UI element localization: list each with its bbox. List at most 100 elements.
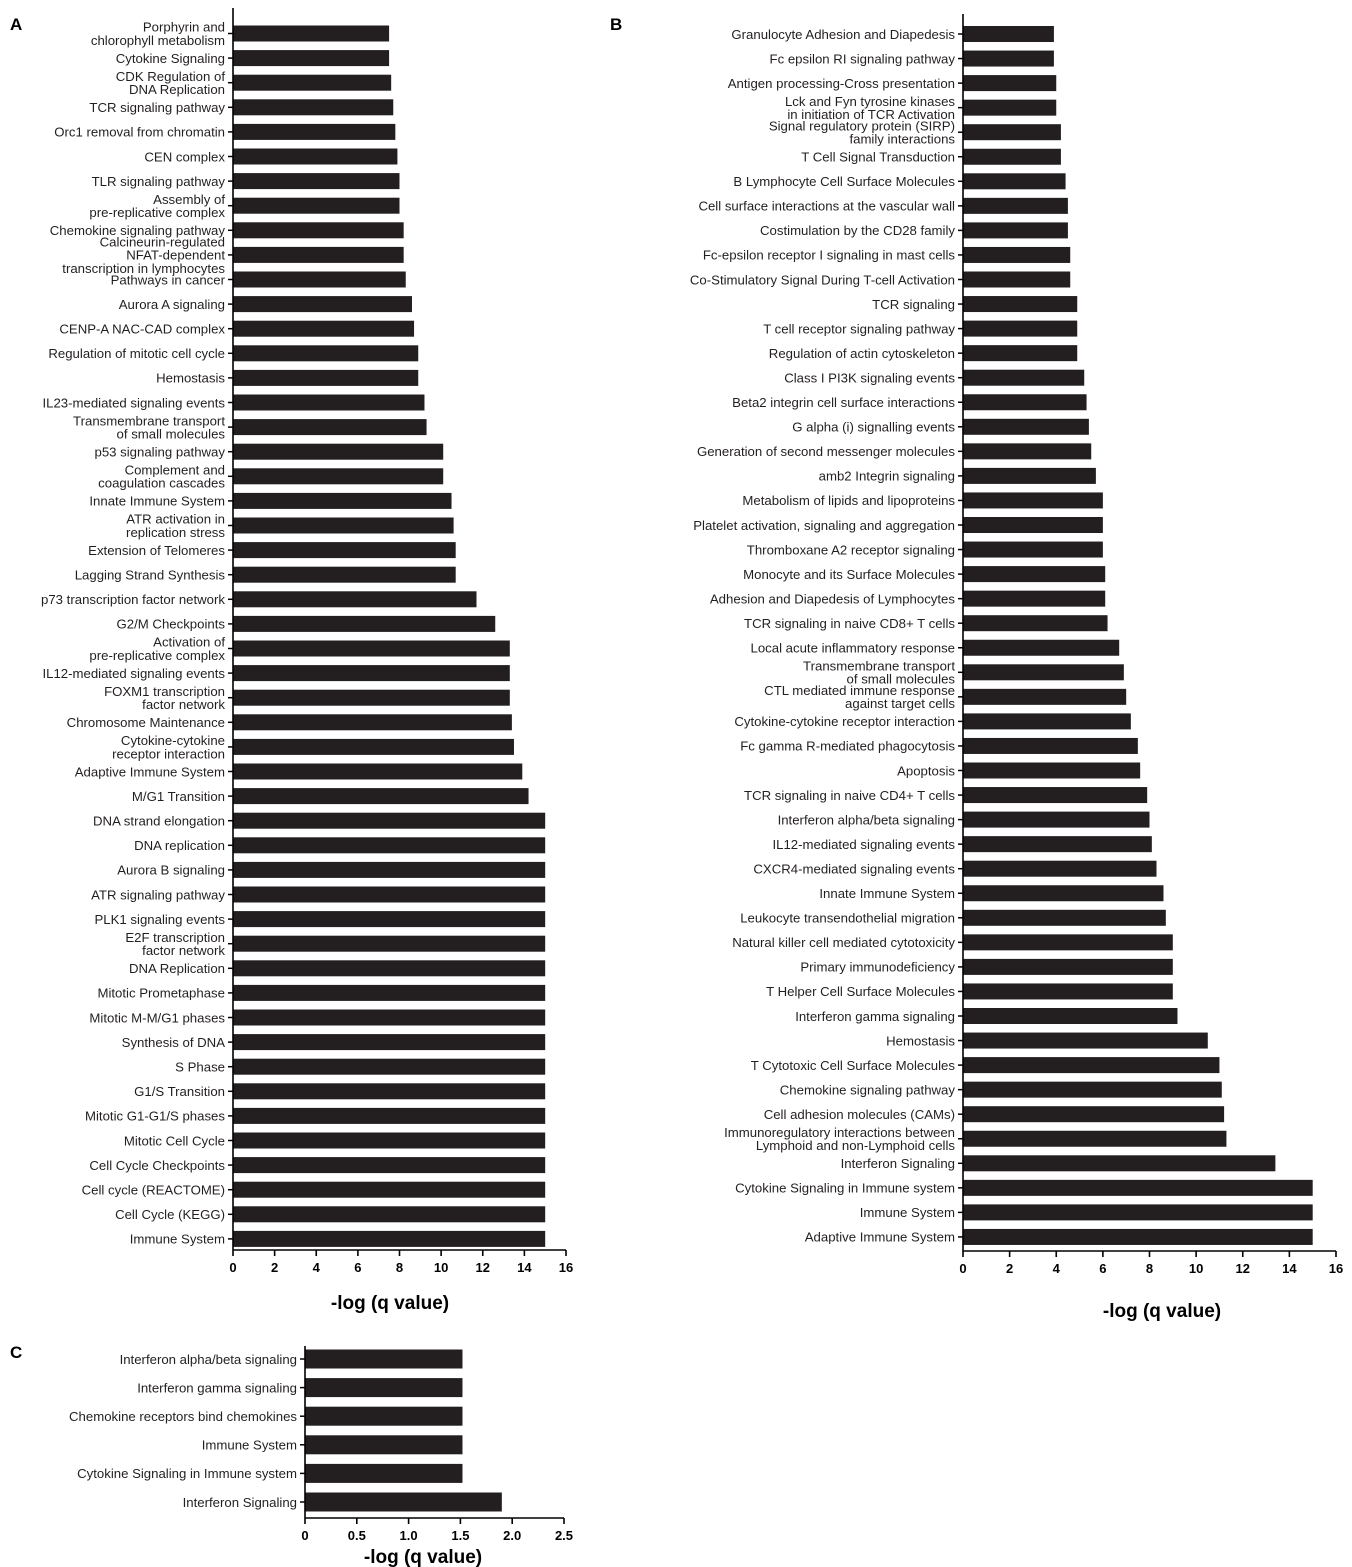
panel-b-category-label: Local acute inflammatory response: [750, 641, 955, 656]
panel-c-category-label: Chemokine receptors bind chemokines: [69, 1409, 297, 1424]
panel-a-bar: [233, 960, 546, 977]
panel-b-category-label: Cell adhesion molecules (CAMs): [764, 1107, 955, 1122]
panel-a-category-label: E2F transcription factor network: [125, 930, 225, 958]
panel-c-bar: [305, 1435, 463, 1455]
panel-b-category-label: Fc gamma R-mediated phagocytosis: [740, 739, 955, 754]
panel-b-x-tick-label: 6: [1099, 1261, 1106, 1276]
panel-b-bar: [963, 246, 1071, 263]
panel-a-bar: [233, 419, 427, 436]
panel-a-bar: [233, 25, 390, 42]
panel-b-category-label: T Cytotoxic Cell Surface Molecules: [751, 1058, 956, 1073]
panel-b-category-label: Interferon gamma signaling: [795, 1009, 955, 1024]
panel-a-category-label: Cell cycle (REACTOME): [82, 1182, 225, 1197]
panel-b-category-label: T cell receptor signaling pathway: [763, 321, 955, 336]
panel-b-category-label: IL12-mediated signaling events: [772, 837, 955, 852]
panel-b-category-label: T Cell Signal Transduction: [801, 150, 955, 165]
panel-b-bar: [963, 983, 1173, 1000]
panel-a-category-label: Adaptive Immune System: [75, 764, 225, 779]
panel-b-bar: [963, 909, 1166, 926]
panel-a-category-label: ATR signaling pathway: [91, 887, 225, 902]
panel-b-category-label: Cytokine-cytokine receptor interaction: [734, 714, 955, 729]
panel-b-bar: [963, 1057, 1220, 1074]
panel-b-category-label: Beta2 integrin cell surface interactions: [732, 395, 955, 410]
panel-b-bar: [963, 517, 1103, 533]
panel-c-bar: [305, 1378, 463, 1398]
panel-a-bar: [233, 1206, 546, 1223]
panel-b-bar: [963, 1155, 1276, 1172]
panel-a-bar: [233, 911, 546, 928]
panel-a-category-label: Porphyrin and chlorophyll metabolism: [91, 20, 225, 48]
panel-b-bar: [963, 958, 1173, 975]
panel-b-category-label: Leukocyte transendothelial migration: [740, 911, 955, 926]
panel-b-label: B: [610, 15, 622, 34]
panel-b-bar: [963, 173, 1066, 190]
panel-a-bar: [233, 345, 419, 362]
panel-b-bar: [963, 1204, 1313, 1221]
panel-b-category-label: Lck and Fyn tyrosine kinases in initiatio…: [785, 94, 955, 122]
panel-b-category-label: Signal regulatory protein (SIRP) family i…: [769, 118, 956, 146]
panel-b-category-label: Immune System: [860, 1205, 955, 1220]
panel-b-category-label: Hemostasis: [886, 1033, 955, 1048]
panel-a-bar: [233, 394, 425, 411]
panel-b-bar: [963, 467, 1096, 484]
panel-a-x-tick-label: 6: [354, 1260, 361, 1275]
panel-b-bar: [963, 664, 1124, 681]
panel-a-bar: [233, 984, 546, 1001]
panel-a-category-label: TCR signaling pathway: [89, 100, 225, 115]
panel-b-category-label: TCR signaling in naive CD4+ T cells: [744, 788, 955, 803]
panel-b-category-label: Immunoregulatory interactions between Lym…: [724, 1125, 955, 1153]
panel-b-category-label: Regulation of actin cytoskeleton: [769, 346, 955, 361]
panel-b-category-label: T Helper Cell Surface Molecules: [766, 984, 955, 999]
panel-b-category-label: Fc epsilon RI signaling pathway: [770, 51, 956, 66]
panel-a-category-label: ATR activation in replication stress: [126, 512, 225, 540]
panel-a-category-label: Immune System: [130, 1232, 225, 1247]
panel-a-bar: [233, 50, 390, 67]
panel-b-bar: [963, 566, 1106, 583]
panel-a-bar: [233, 1009, 546, 1026]
panel-b-category-label: CTL mediated immune response against targ…: [764, 683, 955, 711]
panel-b-bar: [963, 1081, 1222, 1098]
panel-a-bar: [233, 665, 510, 682]
panel-a-label: A: [10, 15, 22, 34]
panel-b-x-tick-label: 12: [1236, 1261, 1250, 1276]
panel-b-bar: [963, 197, 1068, 214]
panel-a-bar: [233, 197, 400, 214]
panel-b-bar: [963, 320, 1078, 337]
panel-a-bar: [233, 1058, 546, 1075]
panel-b-category-label: Monocyte and its Surface Molecules: [743, 567, 955, 582]
panel-a-category-label: Activation of pre-replicative complex: [89, 635, 225, 663]
panel-a-bar: [233, 886, 546, 903]
panel-a-category-label: Aurora B signaling: [117, 863, 225, 878]
panel-a-bar: [233, 173, 400, 190]
panel-c-bar: [305, 1492, 502, 1512]
panel-b-bar: [963, 1106, 1225, 1123]
panel-a-bar: [233, 517, 454, 534]
panel-a-bar: [233, 812, 546, 829]
panel-b-bar: [963, 271, 1071, 288]
panel-a-bar: [233, 148, 398, 165]
panel-a-category-label: G1/S Transition: [134, 1084, 225, 1099]
panel-a-category-label: Synthesis of DNA: [122, 1035, 226, 1050]
panel-b-bar: [963, 639, 1120, 656]
panel-a-x-tick-label: 2: [271, 1260, 278, 1275]
panel-b-category-label: Thromboxane A2 receptor signaling: [747, 542, 955, 557]
panel-a-category-label: CEN complex: [144, 149, 225, 164]
panel-a-bar: [233, 1230, 546, 1247]
panel-a-plot: Porphyrin and chlorophyll metabolism Cytok…: [41, 8, 573, 1275]
panel-a-category-label: DNA Replication: [129, 961, 225, 976]
panel-b-bar: [963, 394, 1087, 411]
panel-a-x-tick-label: 8: [396, 1260, 403, 1275]
panel-a-bar: [233, 271, 406, 288]
panel-b-bar: [963, 762, 1141, 779]
panel-b-bar: [963, 737, 1138, 754]
panel-b-bar: [963, 50, 1054, 67]
panel-b-category-label: Fc-epsilon receptor I signaling in mast …: [703, 248, 956, 263]
panel-a-bar: [233, 443, 444, 460]
panel-a-category-label: Orc1 removal from chromatin: [54, 125, 225, 140]
panel-a-x-tick-label: 10: [434, 1260, 448, 1275]
panel-b-bar: [963, 688, 1127, 705]
panel-c: C Interferon alpha/beta signalingInterfe…: [10, 1343, 573, 1567]
panel-b-bar: [963, 836, 1152, 853]
panel-b-bar: [963, 124, 1061, 141]
